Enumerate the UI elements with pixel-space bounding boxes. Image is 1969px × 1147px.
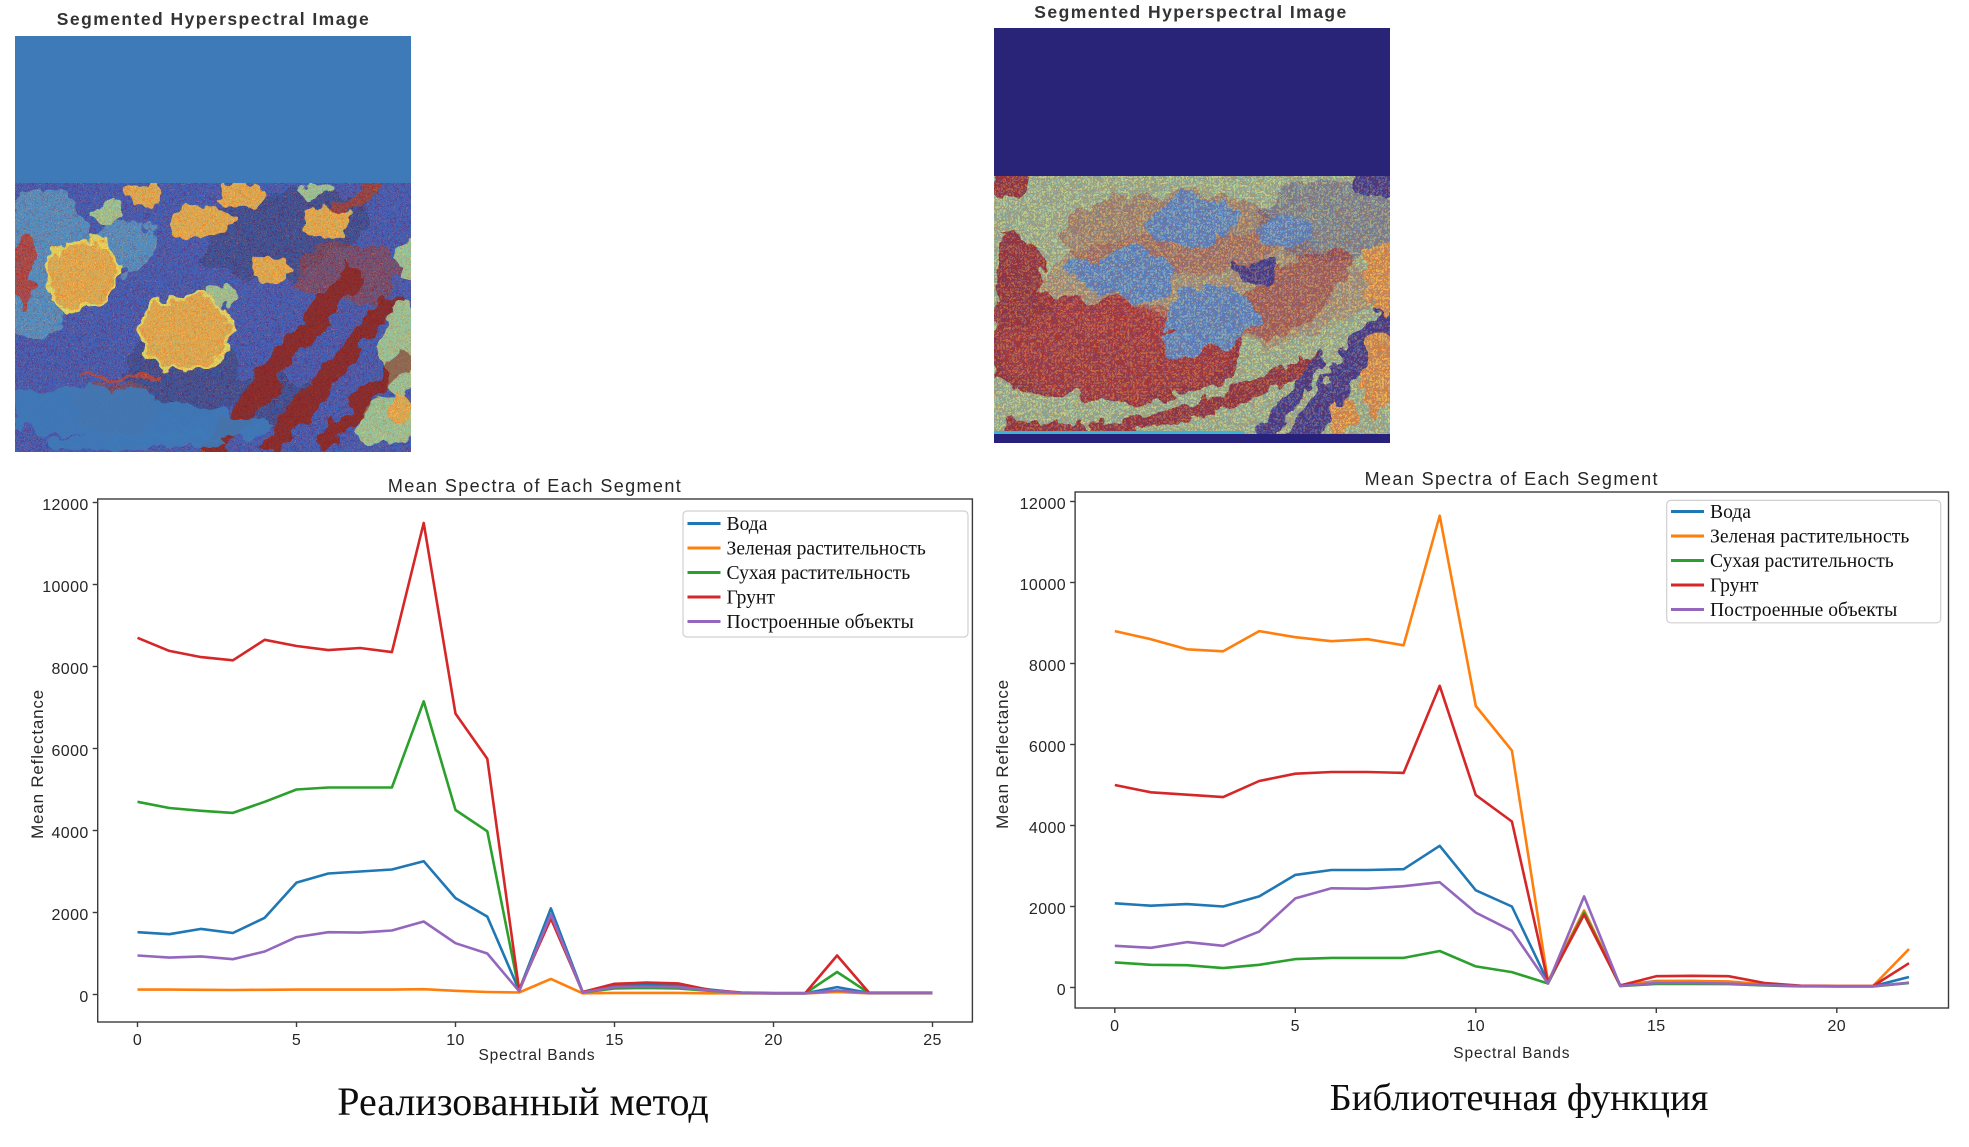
svg-text:Mean Reflectance: Mean Reflectance — [993, 679, 1012, 829]
svg-text:10: 10 — [446, 1032, 465, 1049]
svg-text:Mean Spectra of Each Segment: Mean Spectra of Each Segment — [388, 476, 682, 496]
svg-text:15: 15 — [1647, 1018, 1666, 1035]
svg-text:Грунт: Грунт — [727, 588, 776, 609]
svg-text:10: 10 — [1466, 1018, 1485, 1035]
svg-text:15: 15 — [605, 1032, 624, 1049]
svg-text:Зеленая растительность: Зеленая растительность — [1710, 527, 1909, 548]
svg-text:Построенные объекты: Построенные объекты — [1710, 600, 1897, 621]
svg-text:8000: 8000 — [1029, 658, 1066, 675]
svg-text:2000: 2000 — [51, 907, 88, 924]
svg-text:Грунт: Грунт — [1710, 576, 1759, 597]
svg-text:10000: 10000 — [42, 579, 89, 596]
svg-text:Зеленая растительность: Зеленая растительность — [727, 539, 926, 560]
svg-text:12000: 12000 — [42, 497, 89, 514]
svg-text:4000: 4000 — [1029, 820, 1066, 837]
svg-text:8000: 8000 — [51, 661, 88, 678]
svg-text:4000: 4000 — [51, 825, 88, 842]
svg-text:Segmented Hyperspectral Image: Segmented Hyperspectral Image — [1034, 2, 1347, 22]
svg-text:10000: 10000 — [1020, 577, 1067, 594]
svg-text:Spectral Bands: Spectral Bands — [478, 1047, 595, 1064]
svg-text:Mean Spectra of Each Segment: Mean Spectra of Each Segment — [1365, 469, 1659, 489]
svg-text:0: 0 — [1110, 1018, 1119, 1035]
svg-text:20: 20 — [1827, 1018, 1846, 1035]
svg-text:25: 25 — [923, 1032, 942, 1049]
svg-text:Segmented Hyperspectral Image: Segmented Hyperspectral Image — [57, 9, 370, 29]
svg-text:6000: 6000 — [51, 743, 88, 760]
svg-text:5: 5 — [292, 1032, 301, 1049]
svg-text:Сухая растительность: Сухая растительность — [1710, 551, 1894, 572]
svg-text:Spectral Bands: Spectral Bands — [1453, 1045, 1570, 1062]
svg-text:Mean Reflectance: Mean Reflectance — [28, 689, 47, 839]
svg-text:20: 20 — [764, 1032, 783, 1049]
svg-text:6000: 6000 — [1029, 739, 1066, 756]
svg-text:0: 0 — [133, 1032, 142, 1049]
svg-text:Построенные объекты: Построенные объекты — [727, 612, 914, 633]
svg-text:2000: 2000 — [1029, 901, 1066, 918]
svg-text:5: 5 — [1291, 1018, 1300, 1035]
svg-text:Сухая растительность: Сухая растительность — [727, 563, 911, 584]
svg-text:Вода: Вода — [727, 514, 768, 535]
svg-text:Вода: Вода — [1710, 502, 1751, 523]
svg-text:12000: 12000 — [1020, 496, 1067, 513]
svg-text:0: 0 — [79, 989, 88, 1006]
svg-text:0: 0 — [1057, 982, 1066, 999]
